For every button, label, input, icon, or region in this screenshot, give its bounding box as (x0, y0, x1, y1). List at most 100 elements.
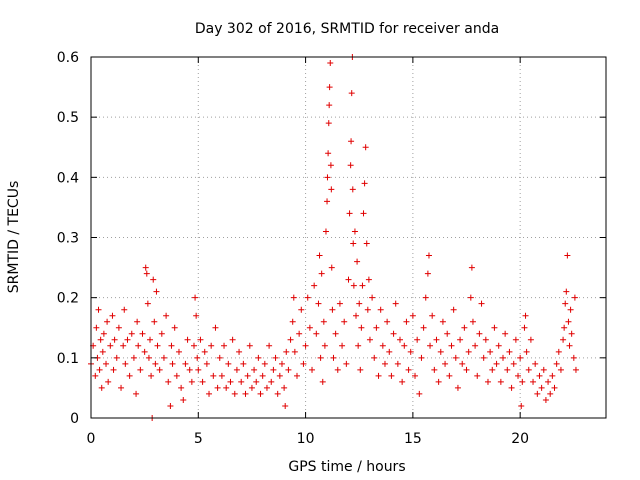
data-point (427, 342, 434, 349)
data-point (246, 342, 253, 349)
data-point (153, 288, 160, 295)
data-point (263, 384, 270, 391)
data-point (363, 240, 370, 247)
data-point (160, 354, 167, 361)
data-point (553, 360, 560, 367)
y-tick-label: 0.1 (57, 351, 79, 367)
data-point (508, 384, 515, 391)
data-point (316, 252, 323, 259)
data-point (321, 342, 328, 349)
data-point (282, 402, 289, 409)
data-point (563, 288, 570, 295)
data-point (360, 210, 367, 217)
data-point (261, 360, 268, 367)
y-tick-label: 0.4 (57, 170, 79, 186)
axis-ticks (90, 56, 606, 419)
data-point (435, 378, 442, 385)
data-point (504, 366, 511, 373)
data-point (274, 390, 281, 397)
data-point (459, 360, 466, 367)
x-axis-label: GPS time / hours (288, 459, 405, 475)
data-point (420, 324, 427, 331)
data-point (148, 372, 155, 379)
data-point (216, 354, 223, 361)
data-point (113, 354, 120, 361)
data-point (313, 330, 320, 337)
data-point (489, 366, 496, 373)
data-point (93, 324, 100, 331)
x-tick-label: 5 (194, 431, 203, 447)
data-point (536, 372, 543, 379)
data-point (194, 354, 201, 361)
data-point (233, 366, 240, 373)
data-point (311, 282, 318, 289)
data-point (467, 294, 474, 301)
data-point (109, 312, 116, 319)
data-point (259, 372, 266, 379)
data-point (495, 342, 502, 349)
data-point (371, 354, 378, 361)
data-point (92, 372, 99, 379)
data-point (143, 270, 150, 277)
data-point (354, 258, 361, 265)
data-point (348, 138, 355, 145)
data-point (343, 360, 350, 367)
data-point (178, 384, 185, 391)
data-point (474, 372, 481, 379)
y-tick-labels: 0 0.1 0.2 0.3 0.4 0.5 0.6 (57, 50, 79, 427)
data-point (240, 360, 247, 367)
data-point (366, 336, 373, 343)
data-point (560, 336, 567, 343)
data-point (469, 318, 476, 325)
data-point (452, 354, 459, 361)
data-point (193, 312, 200, 319)
data-point (534, 390, 541, 397)
data-point (328, 264, 335, 271)
data-point (218, 372, 225, 379)
data-point (345, 276, 352, 283)
data-point (355, 342, 362, 349)
data-point (457, 336, 464, 343)
data-point (392, 300, 399, 307)
data-point (289, 318, 296, 325)
data-point (390, 330, 397, 337)
data-point (167, 402, 174, 409)
data-point (568, 330, 575, 337)
data-point (317, 354, 324, 361)
data-point (401, 342, 408, 349)
data-point (336, 300, 343, 307)
data-point (330, 354, 337, 361)
data-point (126, 372, 133, 379)
data-point (414, 336, 421, 343)
data-point (191, 342, 197, 349)
data-point (365, 276, 372, 283)
data-point (255, 354, 262, 361)
data-point (212, 324, 219, 331)
data-point (225, 360, 232, 367)
data-point (377, 306, 384, 313)
data-point (97, 336, 104, 343)
data-point (405, 366, 412, 373)
data-point (403, 318, 410, 325)
data-point (369, 294, 376, 301)
data-point (350, 282, 357, 289)
data-point (418, 354, 425, 361)
data-point (141, 348, 148, 355)
data-point (538, 384, 545, 391)
data-point (328, 186, 335, 193)
data-point (517, 354, 524, 361)
data-point (424, 270, 431, 277)
data-point (195, 366, 202, 373)
data-point (566, 342, 573, 349)
data-point (180, 396, 187, 403)
data-point (168, 342, 175, 349)
data-point (422, 294, 429, 301)
data-point (322, 228, 329, 235)
y-tick-label: 0 (70, 411, 79, 427)
data-point (454, 384, 461, 391)
data-point (570, 354, 577, 361)
data-point (128, 330, 135, 337)
data-point (175, 348, 182, 355)
data-point (433, 336, 440, 343)
